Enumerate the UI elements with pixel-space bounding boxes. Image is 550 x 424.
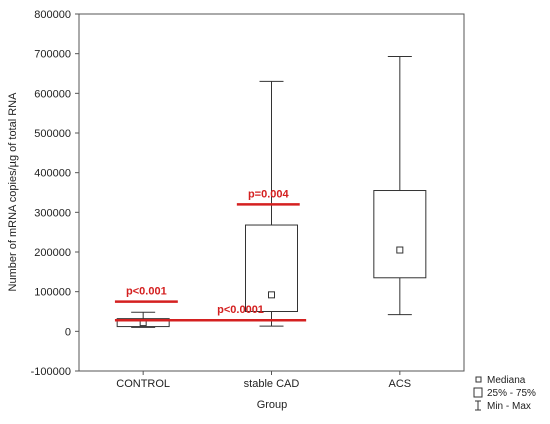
y-tick-label: 700000 xyxy=(34,49,71,61)
legend-box-swatch xyxy=(473,387,483,398)
boxes-layer xyxy=(116,55,427,328)
y-tick-label: 200000 xyxy=(34,247,71,259)
box-group xyxy=(373,55,427,316)
iqr-box xyxy=(373,190,427,279)
median-marker xyxy=(268,291,275,299)
x-tick-label: ACS xyxy=(389,378,412,390)
y-tick-label: 600000 xyxy=(34,88,71,100)
legend-median-swatch xyxy=(475,376,482,383)
annotations-layer: p<0.001 p=0.004 p<0.0001 xyxy=(114,188,307,322)
y-tick-label: 800000 xyxy=(34,9,71,21)
box-group xyxy=(116,311,170,328)
legend-label: Mediana xyxy=(487,375,526,386)
box-group xyxy=(245,80,298,327)
iqr-box xyxy=(245,224,298,313)
y-tick-label: 400000 xyxy=(34,168,71,180)
y-tick-label: 500000 xyxy=(34,128,71,140)
x-axis: CONTROL stable CAD ACS xyxy=(116,371,411,390)
x-axis-title: Group xyxy=(257,399,288,411)
x-tick-label: stable CAD xyxy=(244,378,300,390)
legend: Mediana 25% - 75% Min - Max xyxy=(473,375,536,412)
legend-label: Min - Max xyxy=(487,401,531,412)
legend-label: 25% - 75% xyxy=(487,388,536,399)
p-value-label: p<0.0001 xyxy=(217,304,264,316)
y-tick-label: 100000 xyxy=(34,287,71,299)
y-tick-label: 300000 xyxy=(34,207,71,219)
p-value-label: p=0.004 xyxy=(248,188,290,200)
x-tick-label: CONTROL xyxy=(116,378,170,390)
y-axis-title: Number of mRNA copies/µg of total RNA xyxy=(7,92,19,292)
y-axis: -100000 0 100000 200000 300000 400000 500000 60… xyxy=(31,9,79,378)
y-tick-label: 0 xyxy=(65,326,71,338)
p-value-label: p<0.001 xyxy=(126,286,167,298)
y-tick-label: -100000 xyxy=(31,366,71,378)
median-marker xyxy=(396,246,404,254)
